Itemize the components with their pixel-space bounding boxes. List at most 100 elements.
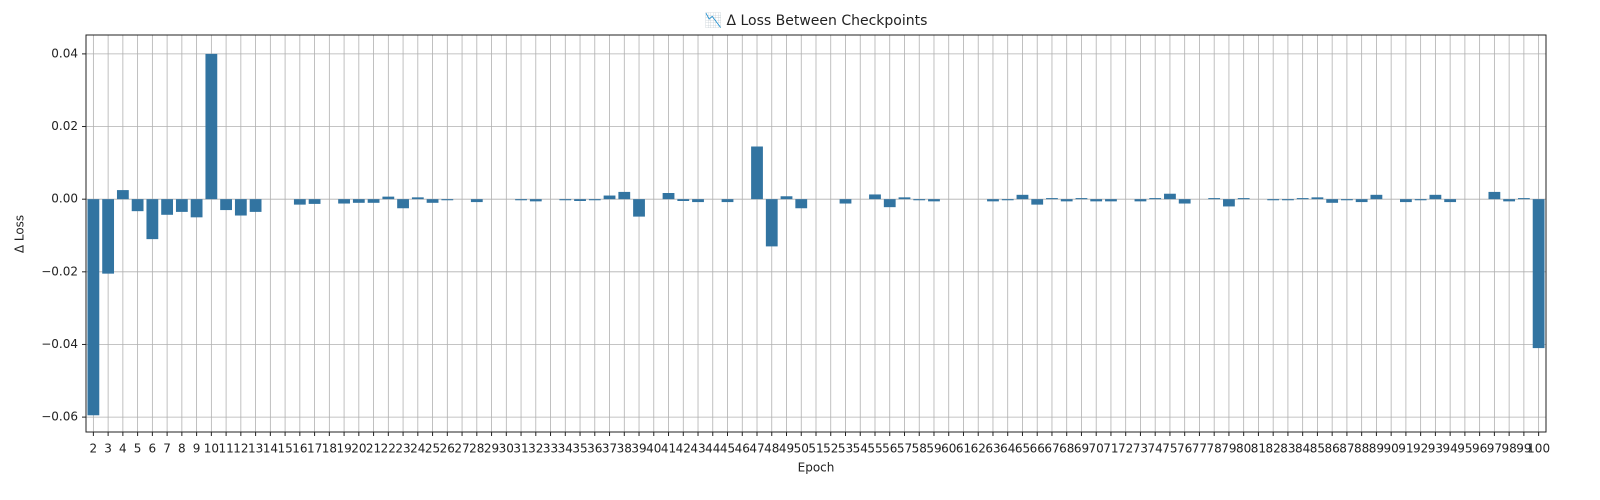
bar [1178,199,1191,204]
y-axis-label: Δ Loss [13,215,27,253]
x-tick-label: 28 [469,442,484,456]
bar [249,199,262,212]
x-tick-label: 47 [749,442,764,456]
bar [367,199,380,203]
x-tick-label: 17 [307,442,322,456]
y-tick-label: −0.04 [41,337,78,351]
bar [588,199,601,201]
bar [338,199,350,204]
x-tick-label: 41 [661,442,676,456]
x-tick-label: 60 [941,442,956,456]
bar [574,199,586,201]
x-tick-label: 40 [646,442,661,456]
bar [1282,199,1294,201]
x-tick-label: 86 [1325,442,1340,456]
x-tick-label: 18 [322,442,337,456]
x-tick-label: 50 [794,442,809,456]
x-tick-label: 100 [1527,442,1550,456]
x-tick-label: 45 [720,442,735,456]
x-tick-label: 87 [1339,442,1354,456]
bar [1223,199,1235,207]
x-tick-label: 57 [897,442,912,456]
y-tick-label: 0.04 [51,46,78,60]
x-tick-label: 63 [985,442,1000,456]
bar [116,190,129,200]
x-tick-label: 22 [381,442,396,456]
x-tick-label: 4 [119,442,127,456]
x-tick-label: 61 [956,442,971,456]
bar [765,199,778,247]
x-tick-label: 71 [1103,442,1118,456]
x-tick-label: 48 [764,442,779,456]
bar [1341,199,1353,201]
x-tick-label: 59 [926,442,941,456]
x-tick-label: 14 [263,442,278,456]
x-tick-label: 92 [1413,442,1428,456]
x-tick-label: 25 [425,442,440,456]
x-tick-label: 95 [1457,442,1472,456]
x-tick-label: 42 [676,442,691,456]
bar [662,193,675,200]
x-tick-label: 73 [1133,442,1148,456]
x-tick-label: 97 [1487,442,1502,456]
bar [1429,194,1442,200]
x-tick-label: 98 [1501,442,1516,456]
x-tick-label: 99 [1516,442,1531,456]
x-tick-label: 65 [1015,442,1030,456]
x-tick-label: 77 [1192,442,1207,456]
bar [1090,199,1103,202]
x-tick-label: 84 [1295,442,1310,456]
bar [382,196,395,200]
x-tick-label: 52 [823,442,838,456]
x-tick-label: 16 [292,442,307,456]
x-tick-label: 24 [410,442,425,456]
bar [928,199,940,202]
bar [352,199,365,203]
bar [515,199,527,201]
x-tick-label: 91 [1398,442,1413,456]
bar [293,199,306,205]
bar [1267,199,1280,201]
x-tick-label: 67 [1044,442,1059,456]
x-tick-label: 90 [1384,442,1399,456]
bar [441,199,454,201]
bar [883,199,896,208]
bar [1149,198,1162,200]
y-tick-label: −0.02 [41,264,78,278]
x-tick-label: 82 [1266,442,1281,456]
x-tick-label: 8 [178,442,186,456]
x-tick-label: 38 [617,442,632,456]
bar [692,199,704,203]
x-tick-label: 62 [971,442,986,456]
bar [1296,198,1309,200]
x-tick-label: 93 [1428,442,1443,456]
bar [677,199,690,201]
bar [633,199,645,217]
x-tick-label: 96 [1472,442,1487,456]
x-tick-label: 36 [587,442,602,456]
x-tick-label: 70 [1089,442,1104,456]
bar [1164,193,1176,200]
x-tick-label: 54 [853,442,868,456]
x-tick-label: 68 [1059,442,1074,456]
bar [397,199,409,209]
bar [220,199,232,211]
bar [161,199,174,215]
x-tick-label: 55 [867,442,882,456]
x-axis-label: Epoch [798,461,835,475]
x-tick-label: 37 [602,442,617,456]
x-tick-label: 64 [1000,442,1015,456]
x-tick-label: 34 [558,442,573,456]
chart-title: 📉 Δ Loss Between Checkpoints [705,12,928,29]
plot-frame [85,34,1547,433]
x-tick-label: 80 [1236,442,1251,456]
bar [102,199,115,274]
bar [1444,199,1457,203]
bar [839,199,852,204]
x-tick-label: 6 [149,442,157,456]
y-tick-label: −0.06 [41,410,78,424]
bar [175,199,188,212]
x-tick-label: 81 [1251,442,1266,456]
bar [411,197,424,200]
